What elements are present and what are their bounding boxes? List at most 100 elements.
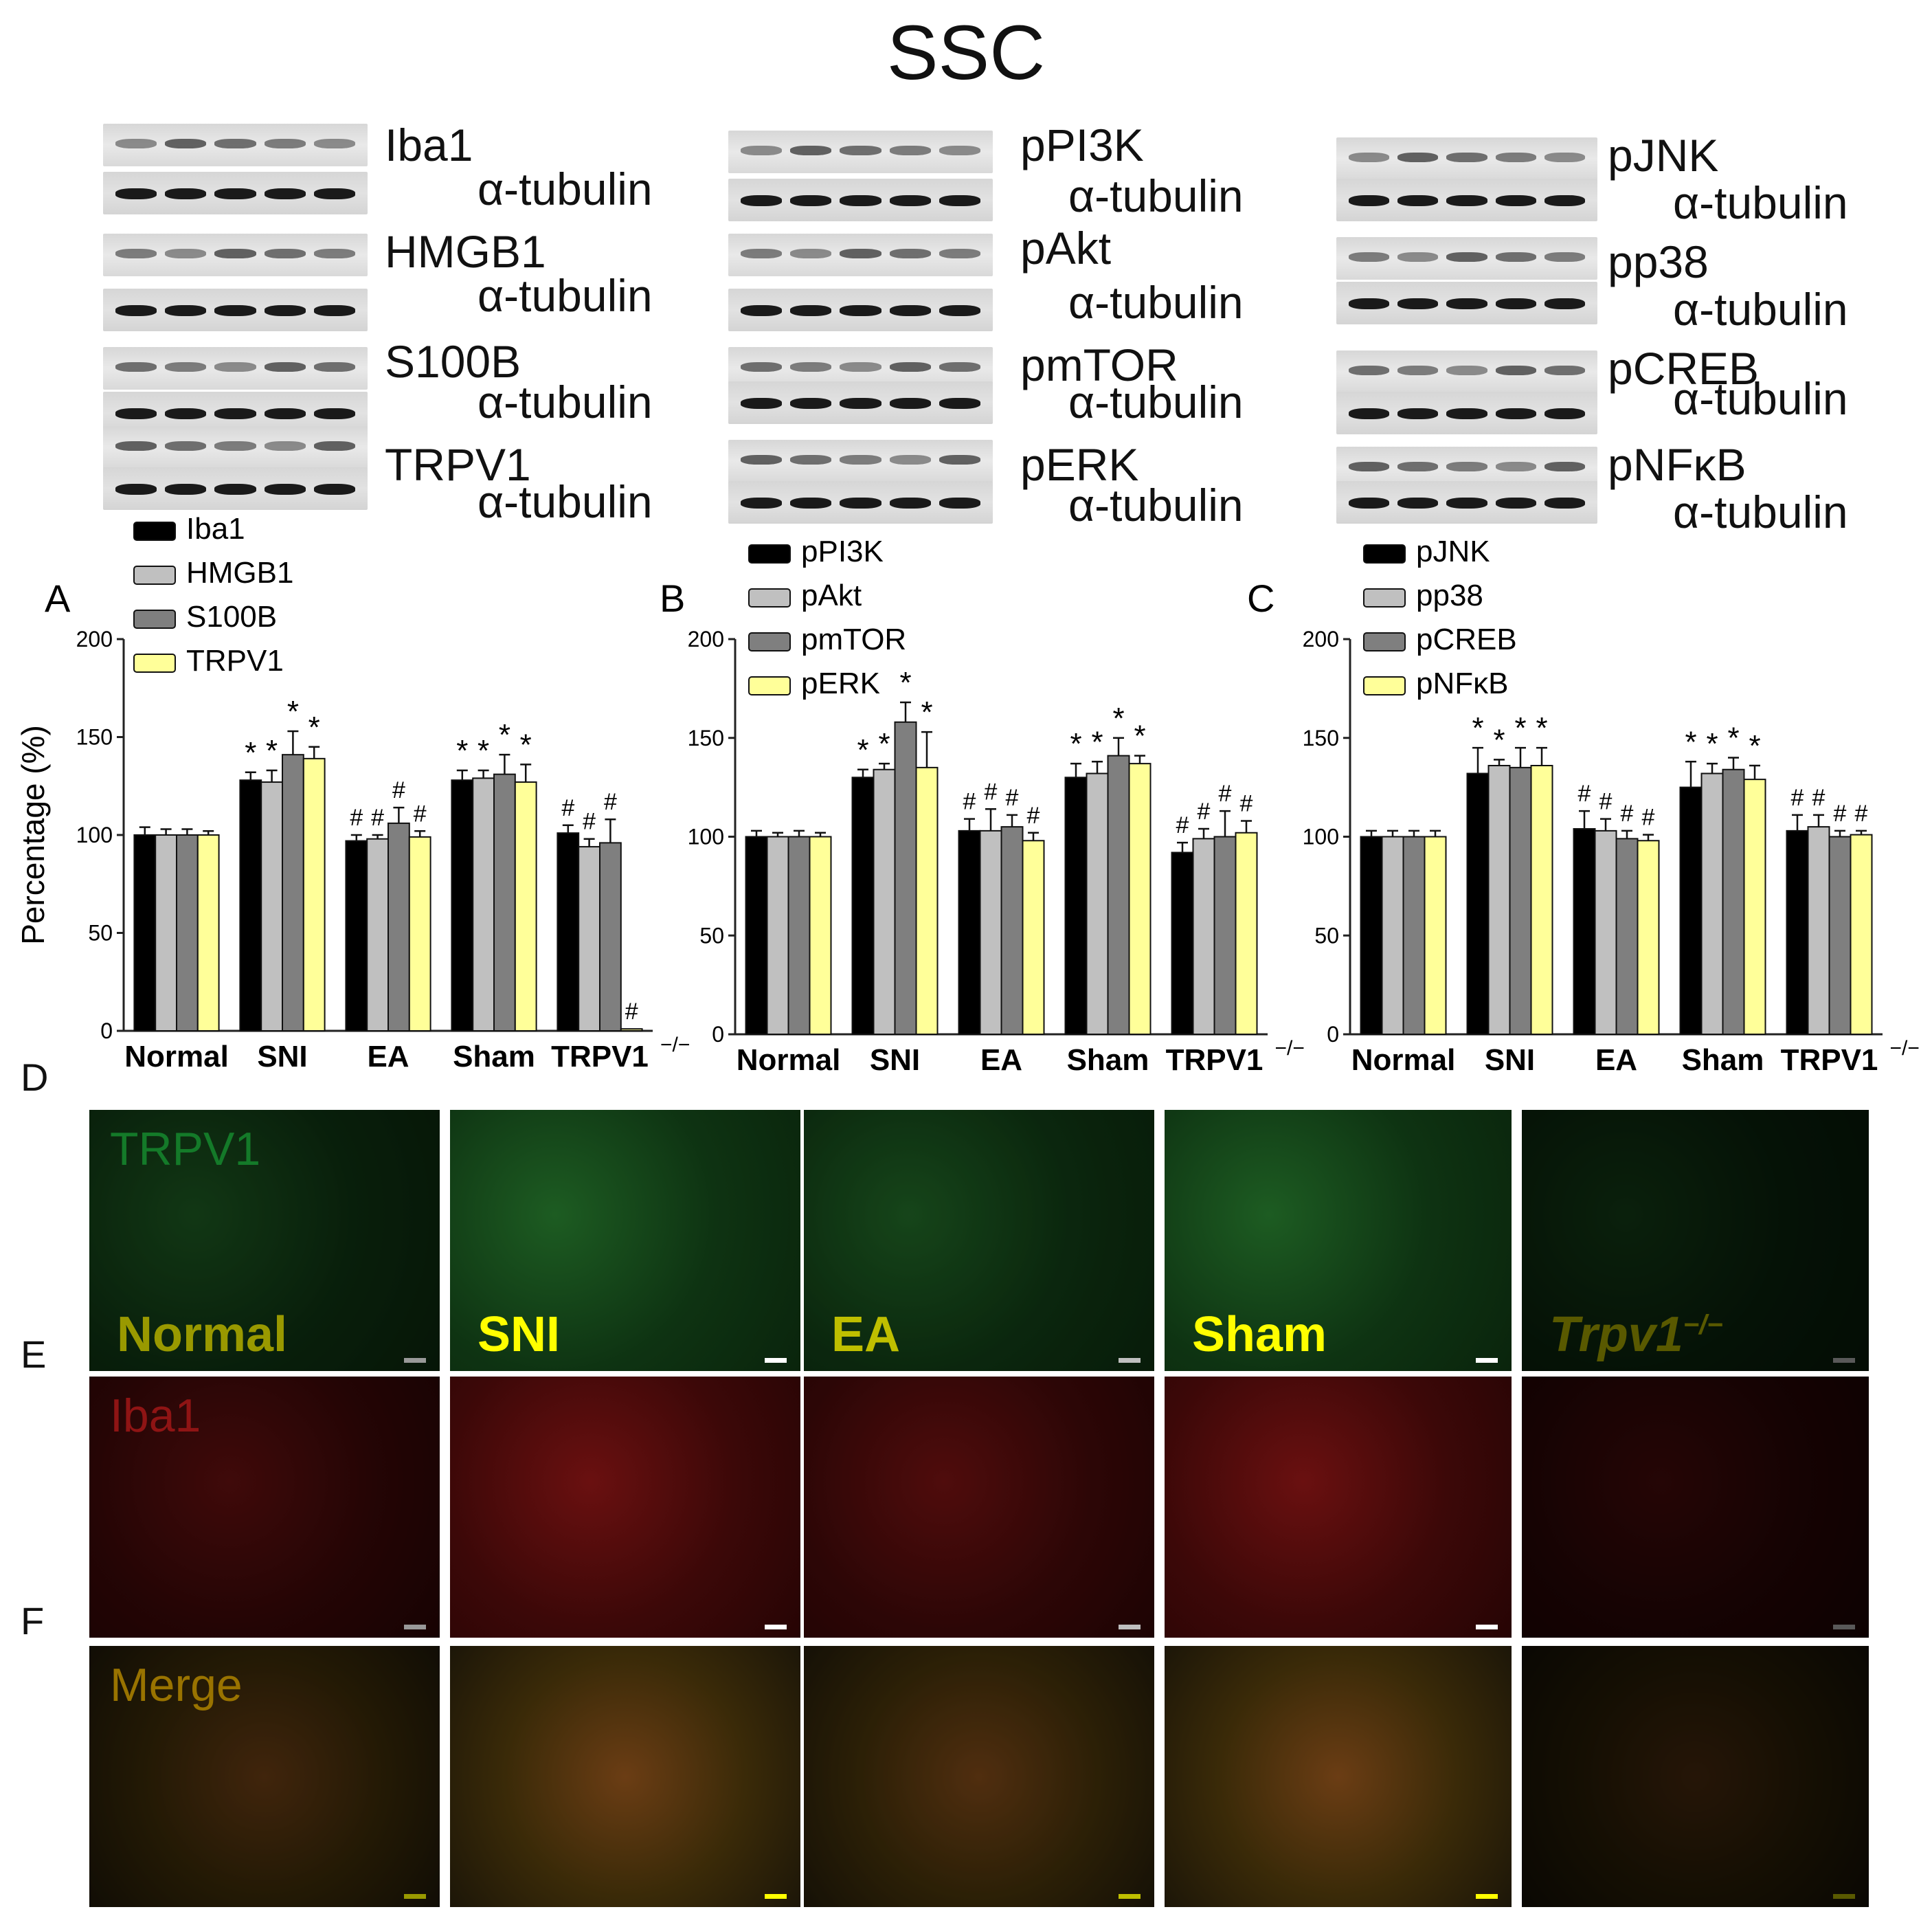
bar [1722, 768, 1745, 1035]
legend-label: pNFκB [1416, 667, 1508, 700]
significance-mark: * [520, 728, 532, 761]
bar [1235, 832, 1258, 1035]
blot-band [741, 305, 783, 316]
blot-band [889, 146, 931, 155]
blot-strip [103, 234, 368, 276]
blot-band [214, 188, 256, 199]
blot-band [840, 195, 881, 206]
blot-band [1495, 298, 1536, 309]
bar [1064, 777, 1088, 1035]
y-tick-label: 200 [76, 627, 113, 651]
blot-band [889, 455, 931, 465]
blot-band [313, 188, 355, 199]
panel-letter: A [45, 577, 71, 620]
blot-band [264, 188, 306, 199]
significance-mark: * [266, 734, 278, 768]
legend-label: TRPV1 [186, 644, 284, 678]
blot-loading-label: α-tubulin [478, 377, 653, 427]
x-category-label: TRPV1 [551, 1040, 649, 1073]
x-category-label: EA [367, 1040, 409, 1073]
x-category-label: Sham [453, 1040, 535, 1073]
stain-label: TRPV1 [110, 1123, 261, 1175]
blot-strip [1336, 237, 1597, 280]
stain-label: Merge [110, 1659, 243, 1711]
significance-mark: * [456, 734, 468, 768]
blot-band [115, 139, 157, 148]
blot-band [115, 188, 157, 199]
significance-mark: # [1855, 801, 1868, 827]
y-tick-label: 100 [688, 825, 724, 849]
y-tick-label: 150 [688, 726, 724, 750]
blot-band [939, 362, 980, 372]
blot-band [790, 195, 832, 206]
group-label-superscript: −/− [1683, 1310, 1723, 1340]
bar [1637, 840, 1660, 1035]
bar [1615, 838, 1639, 1035]
blot-band [939, 305, 980, 316]
blot-strip [728, 381, 993, 424]
significance-mark: * [921, 695, 932, 729]
blot-band [165, 362, 207, 372]
scale-bar [1833, 1358, 1855, 1363]
blot-band [1397, 298, 1439, 309]
blot-band [1446, 366, 1487, 375]
significance-mark: # [1621, 801, 1634, 827]
scale-bar [1476, 1894, 1498, 1899]
significance-mark: # [371, 805, 384, 831]
blot-strip [728, 481, 993, 524]
bar [1213, 836, 1237, 1035]
y-axis-title: Percentage (%) [15, 725, 51, 945]
x-category-label: SNI [257, 1040, 307, 1073]
bar [1381, 836, 1404, 1035]
scale-bar [404, 1625, 426, 1629]
micrograph-merge: Merge [89, 1646, 440, 1907]
bar [557, 832, 580, 1032]
blot-target-label: pp38 [1608, 236, 1709, 287]
blot-band [1349, 366, 1390, 375]
significance-mark: # [1642, 805, 1655, 831]
blot-band [1495, 408, 1536, 419]
legend-swatch [133, 610, 176, 629]
blot-band [1349, 153, 1390, 162]
blot-strip [1336, 392, 1597, 434]
scale-bar [404, 1358, 426, 1363]
blot-band [790, 498, 832, 509]
x-category-label: Sham [1067, 1043, 1149, 1077]
blot-strip [1336, 481, 1597, 524]
blot-strip [103, 172, 368, 214]
scale-bar [765, 1625, 787, 1629]
legend-label: pERK [801, 667, 880, 700]
bar [1360, 836, 1383, 1035]
x-category-label: EA [980, 1043, 1022, 1077]
bar [620, 1028, 643, 1032]
blot-band [1349, 195, 1390, 206]
scale-bar [1476, 1625, 1498, 1629]
blot-band [1349, 408, 1390, 419]
legend-swatch [133, 566, 176, 585]
blot-band [165, 249, 207, 258]
bar [787, 836, 811, 1035]
bar [260, 781, 284, 1032]
blot-loading-label: α-tubulin [1673, 373, 1848, 424]
bar [766, 836, 789, 1035]
blot-band [939, 455, 980, 465]
blot-band [1397, 408, 1439, 419]
blot-band [115, 305, 157, 316]
blot-band [313, 408, 355, 419]
blot-band [165, 441, 207, 451]
blot-band [115, 249, 157, 258]
x-category-label: SNI [1485, 1043, 1535, 1077]
significance-mark: * [1112, 702, 1124, 735]
blot-band [1544, 462, 1585, 471]
blot-band [1397, 366, 1439, 375]
blot-band [741, 362, 783, 372]
significance-mark: * [857, 733, 868, 767]
legend-label: pp38 [1416, 579, 1483, 612]
blot-band [313, 362, 355, 372]
blot-band [165, 139, 207, 148]
significance-mark: * [1727, 722, 1739, 755]
bar [1573, 828, 1596, 1035]
bar [1679, 786, 1703, 1035]
blot-strip [1336, 350, 1597, 393]
blot-band [1397, 498, 1439, 509]
